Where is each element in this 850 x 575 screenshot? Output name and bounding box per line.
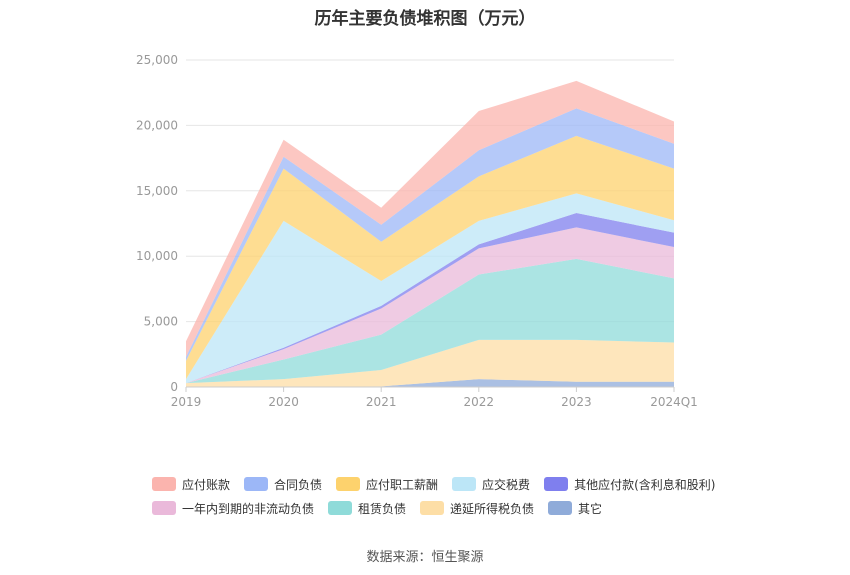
- legend-swatch: [544, 477, 568, 491]
- x-tick-label: 2019: [171, 395, 202, 409]
- y-tick-label: 15,000: [136, 184, 178, 198]
- legend-label: 租赁负债: [358, 500, 406, 517]
- legend-swatch: [152, 501, 176, 515]
- legend-item[interactable]: 应付账款: [152, 476, 230, 493]
- x-tick-label: 2022: [464, 395, 495, 409]
- y-tick-label: 5,000: [144, 315, 178, 329]
- legend-label: 递延所得税负债: [450, 500, 534, 517]
- legend-item[interactable]: 应交税费: [452, 476, 530, 493]
- x-tick-label: 2023: [561, 395, 592, 409]
- legend-swatch: [420, 501, 444, 515]
- legend-label: 应付账款: [182, 476, 230, 493]
- x-tick-label: 2020: [268, 395, 299, 409]
- legend-item[interactable]: 合同负债: [244, 476, 322, 493]
- legend-label: 应交税费: [482, 476, 530, 493]
- legend-swatch: [452, 477, 476, 491]
- y-tick-label: 0: [170, 380, 178, 394]
- legend-item[interactable]: 递延所得税负债: [420, 500, 534, 517]
- legend-row: 应付账款 合同负债 应付职工薪酬 应交税费 其他应付款(含利息和股利): [152, 472, 752, 496]
- legend-label: 一年内到期的非流动负债: [182, 500, 314, 517]
- legend-item[interactable]: 租赁负债: [328, 500, 406, 517]
- legend-swatch: [336, 477, 360, 491]
- legend-swatch: [152, 477, 176, 491]
- legend-swatch: [244, 477, 268, 491]
- legend-item[interactable]: 其他应付款(含利息和股利): [544, 476, 715, 493]
- legend-item[interactable]: 其它: [548, 500, 602, 517]
- legend-label: 其它: [578, 500, 602, 517]
- y-tick-label: 25,000: [136, 53, 178, 67]
- y-tick-label: 10,000: [136, 249, 178, 263]
- legend-label: 应付职工薪酬: [366, 476, 438, 493]
- legend-row: 一年内到期的非流动负债 租赁负债 递延所得税负债 其它: [152, 496, 752, 520]
- y-tick-label: 20,000: [136, 118, 178, 132]
- legend-swatch: [328, 501, 352, 515]
- x-tick-label: 2024Q1: [650, 395, 698, 409]
- data-source: 数据来源：恒生聚源: [0, 546, 850, 565]
- x-tick-label: 2021: [366, 395, 397, 409]
- legend-label: 其他应付款(含利息和股利): [574, 476, 715, 493]
- legend: 应付账款 合同负债 应付职工薪酬 应交税费 其他应付款(含利息和股利) 一年内到期的非流…: [152, 472, 752, 520]
- legend-item[interactable]: 一年内到期的非流动负债: [152, 500, 314, 517]
- legend-item[interactable]: 应付职工薪酬: [336, 476, 438, 493]
- legend-swatch: [548, 501, 572, 515]
- legend-label: 合同负债: [274, 476, 322, 493]
